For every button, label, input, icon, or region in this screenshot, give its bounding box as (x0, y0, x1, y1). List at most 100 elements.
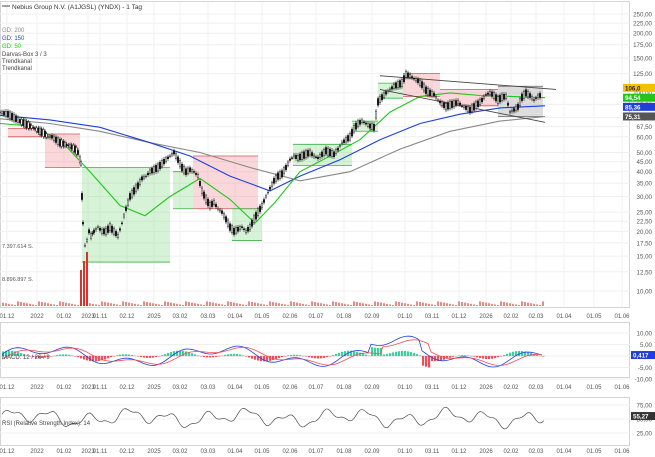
price-badges: 106,0 94,54 85,36 75,31 (623, 83, 655, 121)
macd-histogram-bar (494, 356, 497, 359)
candle-body (65, 143, 68, 146)
volume-bar (503, 302, 505, 306)
candle-body (142, 176, 145, 179)
macd-histogram-bar (218, 356, 221, 357)
macd-histogram-bar (344, 351, 347, 356)
macd-histogram-bar (437, 356, 440, 362)
macd-histogram-bar (62, 354, 65, 356)
macd-histogram-bar (59, 354, 62, 356)
macd-histogram-bar (506, 353, 509, 356)
volume-bar (95, 304, 97, 306)
macd-histogram-bar (209, 356, 212, 358)
candle-body (443, 102, 446, 109)
candle-body (208, 202, 211, 209)
macd-histogram-bar (248, 356, 251, 358)
candle-body (321, 151, 324, 157)
macd-histogram-bar (104, 356, 107, 360)
candle-body (57, 137, 60, 145)
price-tick-label: 12,50 (637, 269, 653, 276)
candle-body (279, 171, 282, 179)
macd-histogram-bar (479, 356, 482, 359)
macd-histogram-bar (323, 356, 326, 358)
volume-bar (371, 305, 373, 306)
candle-body (80, 193, 83, 200)
macd-histogram-bar (320, 356, 323, 359)
x-tick-label: 01.12 (0, 314, 15, 320)
volume-bar (122, 301, 124, 306)
x-tick-label: 02.09 (364, 449, 380, 455)
macd-label: MACD: 12 / 26 / 9 (2, 355, 50, 361)
macd-histogram-bar (365, 354, 368, 356)
candle-body (345, 137, 348, 143)
x-tick-label: 2025 (147, 449, 161, 455)
volume-bar (464, 302, 466, 306)
x-tick-label: 03.03 (200, 449, 216, 455)
x-tick-label: 03.02 (172, 449, 188, 455)
candle-body (407, 72, 410, 78)
macd-histogram-bar (374, 347, 377, 356)
volume-bar (59, 301, 61, 306)
volume-bar (206, 301, 208, 306)
candle-body (333, 151, 336, 157)
candle-body (3, 111, 6, 116)
volume-bar (167, 302, 169, 306)
macd-histogram-bar (473, 356, 476, 357)
volume-bar (485, 302, 487, 306)
volume-bar (518, 305, 520, 306)
candle-body (359, 120, 362, 125)
volume-bar (320, 303, 322, 306)
macd-histogram-bar (509, 352, 512, 356)
volume-bar (401, 302, 403, 306)
candle-body (297, 155, 300, 161)
volume-bar (404, 303, 406, 306)
volume-bars (2, 252, 544, 306)
macd-histogram-bar (65, 354, 68, 356)
volume-bar (536, 304, 538, 306)
price-axis: 250,00225,00200,00175,00150,00125,00100,… (633, 12, 652, 296)
macd-histogram-bar (167, 352, 170, 356)
candle-body (461, 105, 464, 107)
volume-bar (131, 303, 133, 306)
volume-label-1: 7.397.614 S. (2, 244, 34, 250)
volume-bar (437, 301, 439, 306)
volume-bar (425, 303, 427, 306)
candle-body (375, 110, 378, 119)
candle-body (531, 96, 534, 100)
candle-body (96, 226, 99, 228)
candle-body (351, 129, 354, 137)
candle-body (527, 91, 530, 98)
macd-histogram-bar (50, 356, 53, 357)
x-tick-label: 02.12 (119, 314, 135, 320)
x-tick-label: 02.06 (282, 385, 298, 391)
macd-histogram-bar (371, 347, 374, 356)
volume-bar (416, 301, 418, 306)
rsi-tick-label: 75,00 (637, 403, 653, 410)
rsi-label: RSI (Relative Strength Index): 14 (2, 421, 91, 427)
candle-body (533, 99, 536, 101)
macd-histogram-bar (161, 355, 164, 356)
volume-bar (8, 303, 10, 306)
candle-body (24, 119, 27, 128)
candle-body (509, 111, 512, 113)
candle-body (471, 104, 474, 112)
candle-body (126, 199, 129, 206)
volume-bar (311, 301, 313, 306)
candle-body (39, 127, 42, 135)
macd-histogram-bar (143, 356, 146, 358)
volume-bar (458, 301, 460, 306)
candle-body (72, 144, 75, 152)
macd-histogram-bar (254, 356, 257, 360)
candle-body (305, 150, 308, 158)
legend-trendkanal-1: Trendkanal (2, 59, 32, 65)
volume-bar (521, 301, 523, 306)
macd-histogram-bar (404, 351, 407, 356)
macd-histogram-bar (530, 353, 533, 356)
volume-bar (56, 305, 58, 306)
candle-body (431, 91, 434, 97)
candle-body (281, 170, 284, 178)
macd-histogram-bar (128, 354, 131, 356)
candle-body (98, 227, 101, 231)
candle-body (79, 161, 82, 166)
volume-bar (512, 303, 514, 306)
volume-bar (413, 305, 415, 306)
